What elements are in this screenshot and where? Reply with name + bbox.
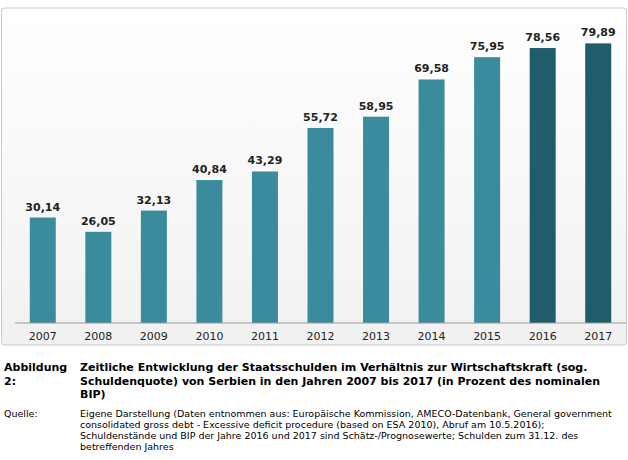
data-label: 58,95 bbox=[359, 100, 394, 113]
page: {"chart_data": {"type": "bar", "figure_l… bbox=[0, 0, 628, 460]
bar bbox=[85, 232, 111, 323]
bar bbox=[363, 117, 389, 323]
x-tick-label: 2011 bbox=[251, 330, 279, 343]
data-label: 69,58 bbox=[414, 62, 449, 75]
data-label: 26,05 bbox=[81, 215, 116, 228]
x-tick-label: 2008 bbox=[84, 330, 112, 343]
bar bbox=[141, 211, 167, 323]
data-label: 32,13 bbox=[136, 194, 171, 207]
x-tick-label: 2013 bbox=[362, 330, 390, 343]
data-label: 40,84 bbox=[192, 163, 227, 176]
x-tick-label: 2016 bbox=[529, 330, 557, 343]
bar bbox=[530, 48, 556, 323]
figure-label: Abbildung 2: bbox=[4, 361, 78, 388]
bar bbox=[419, 79, 445, 323]
bar bbox=[308, 128, 334, 323]
title: Zeitliche Entwicklung der Staatsschulden… bbox=[80, 361, 625, 402]
bar bbox=[252, 171, 278, 323]
data-label: 30,14 bbox=[25, 201, 60, 214]
bar bbox=[474, 57, 500, 323]
data-label: 79,89 bbox=[581, 26, 616, 39]
data-label: 55,72 bbox=[303, 111, 338, 124]
source: Eigene Darstellung (Daten entnommen aus:… bbox=[80, 408, 620, 452]
x-tick-label: 2014 bbox=[418, 330, 446, 343]
bar bbox=[196, 180, 222, 323]
x-tick-label: 2017 bbox=[584, 330, 612, 343]
chart: 30,14 2007 26,05 2008 32,13 2009 40,84 2010 43,2… bbox=[0, 0, 628, 350]
bar bbox=[30, 218, 56, 323]
x-tick-label: 2009 bbox=[140, 330, 168, 343]
x-tick-label: 2010 bbox=[195, 330, 223, 343]
data-label: 75,95 bbox=[470, 40, 505, 53]
bar bbox=[585, 43, 611, 323]
plot-frame bbox=[2, 8, 627, 345]
x-tick-label: 2007 bbox=[29, 330, 57, 343]
bars bbox=[30, 43, 611, 323]
data-label: 78,56 bbox=[525, 31, 560, 44]
data-label: 43,29 bbox=[248, 154, 283, 167]
source-label: Quelle: bbox=[4, 408, 78, 419]
x-tick-label: 2015 bbox=[473, 330, 501, 343]
x-axis-line bbox=[15, 323, 626, 324]
x-tick-label: 2012 bbox=[307, 330, 335, 343]
